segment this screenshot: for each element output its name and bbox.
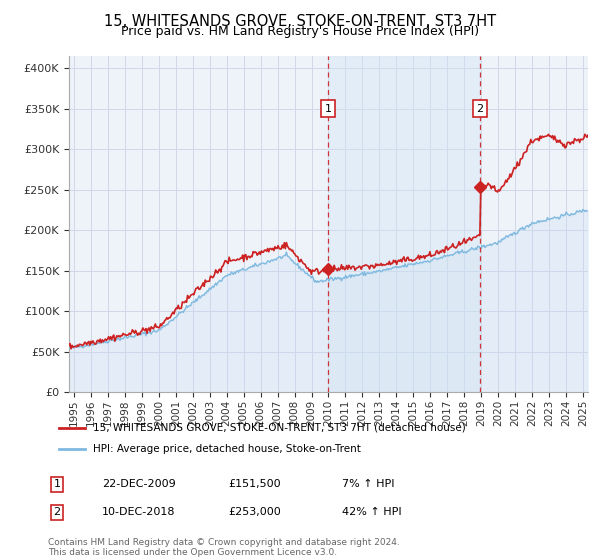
Text: Contains HM Land Registry data © Crown copyright and database right 2024.
This d: Contains HM Land Registry data © Crown c… (48, 538, 400, 557)
Text: 15, WHITESANDS GROVE, STOKE-ON-TRENT, ST3 7HT: 15, WHITESANDS GROVE, STOKE-ON-TRENT, ST… (104, 14, 496, 29)
Text: 7% ↑ HPI: 7% ↑ HPI (342, 479, 395, 489)
Text: 10-DEC-2018: 10-DEC-2018 (102, 507, 176, 517)
Text: 42% ↑ HPI: 42% ↑ HPI (342, 507, 401, 517)
Text: HPI: Average price, detached house, Stoke-on-Trent: HPI: Average price, detached house, Stok… (94, 444, 361, 454)
Text: 15, WHITESANDS GROVE, STOKE-ON-TRENT, ST3 7HT (detached house): 15, WHITESANDS GROVE, STOKE-ON-TRENT, ST… (94, 423, 466, 433)
Text: Price paid vs. HM Land Registry's House Price Index (HPI): Price paid vs. HM Land Registry's House … (121, 25, 479, 38)
Text: £253,000: £253,000 (228, 507, 281, 517)
Text: 1: 1 (325, 104, 331, 114)
Bar (328, 56, 480, 392)
Text: 2: 2 (53, 507, 61, 517)
Text: 22-DEC-2009: 22-DEC-2009 (102, 479, 176, 489)
Text: 2: 2 (476, 104, 484, 114)
Text: £151,500: £151,500 (228, 479, 281, 489)
Text: 1: 1 (53, 479, 61, 489)
